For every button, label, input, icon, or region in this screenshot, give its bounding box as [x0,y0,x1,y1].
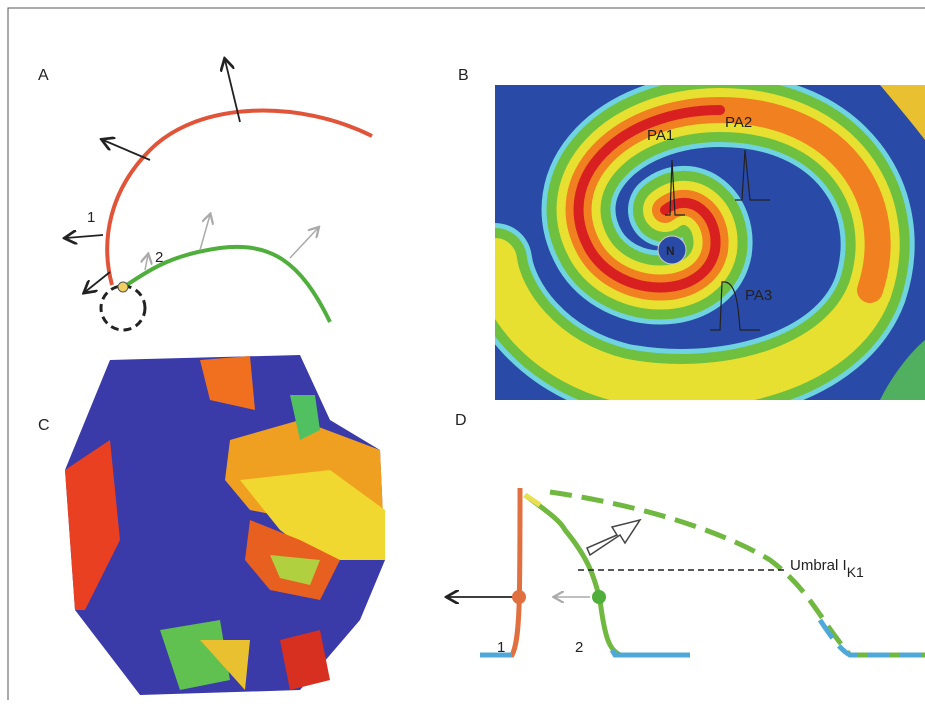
arrow [200,215,210,250]
point [592,590,606,604]
panel-label: B [458,67,469,84]
panel-b: B PA1 PA2 PA3 N [458,67,925,400]
arrow [290,228,318,258]
arrow [103,140,150,160]
annotation: N [666,244,675,258]
threshold-text: Umbral I [790,557,847,574]
annotation: PA2 [725,114,752,131]
green-trace [525,495,690,655]
annotation: PA1 [647,127,674,144]
arrow [85,272,110,292]
panel-label: C [38,417,50,434]
panel-d: D 1 2 Umbral IK1 [448,412,925,656]
core [101,286,145,330]
threshold-subscript: K1 [847,564,864,580]
annotation: 2 [155,249,163,266]
annotation: 1 [497,639,505,656]
arrow [66,235,103,238]
panel-a: A 1 2 [38,60,372,330]
tip [118,282,128,292]
threshold-label: Umbral IK1 [790,557,864,580]
figure: A 1 2 B [0,0,925,714]
point [512,590,526,604]
panel-label: A [38,67,49,84]
arrow [145,255,148,270]
panel-c: C [38,355,385,695]
panel-label: D [455,412,467,429]
annotation: 2 [575,639,583,656]
annotation: PA3 [745,287,772,304]
annotation: 1 [87,209,95,226]
orange-trace [480,488,520,655]
